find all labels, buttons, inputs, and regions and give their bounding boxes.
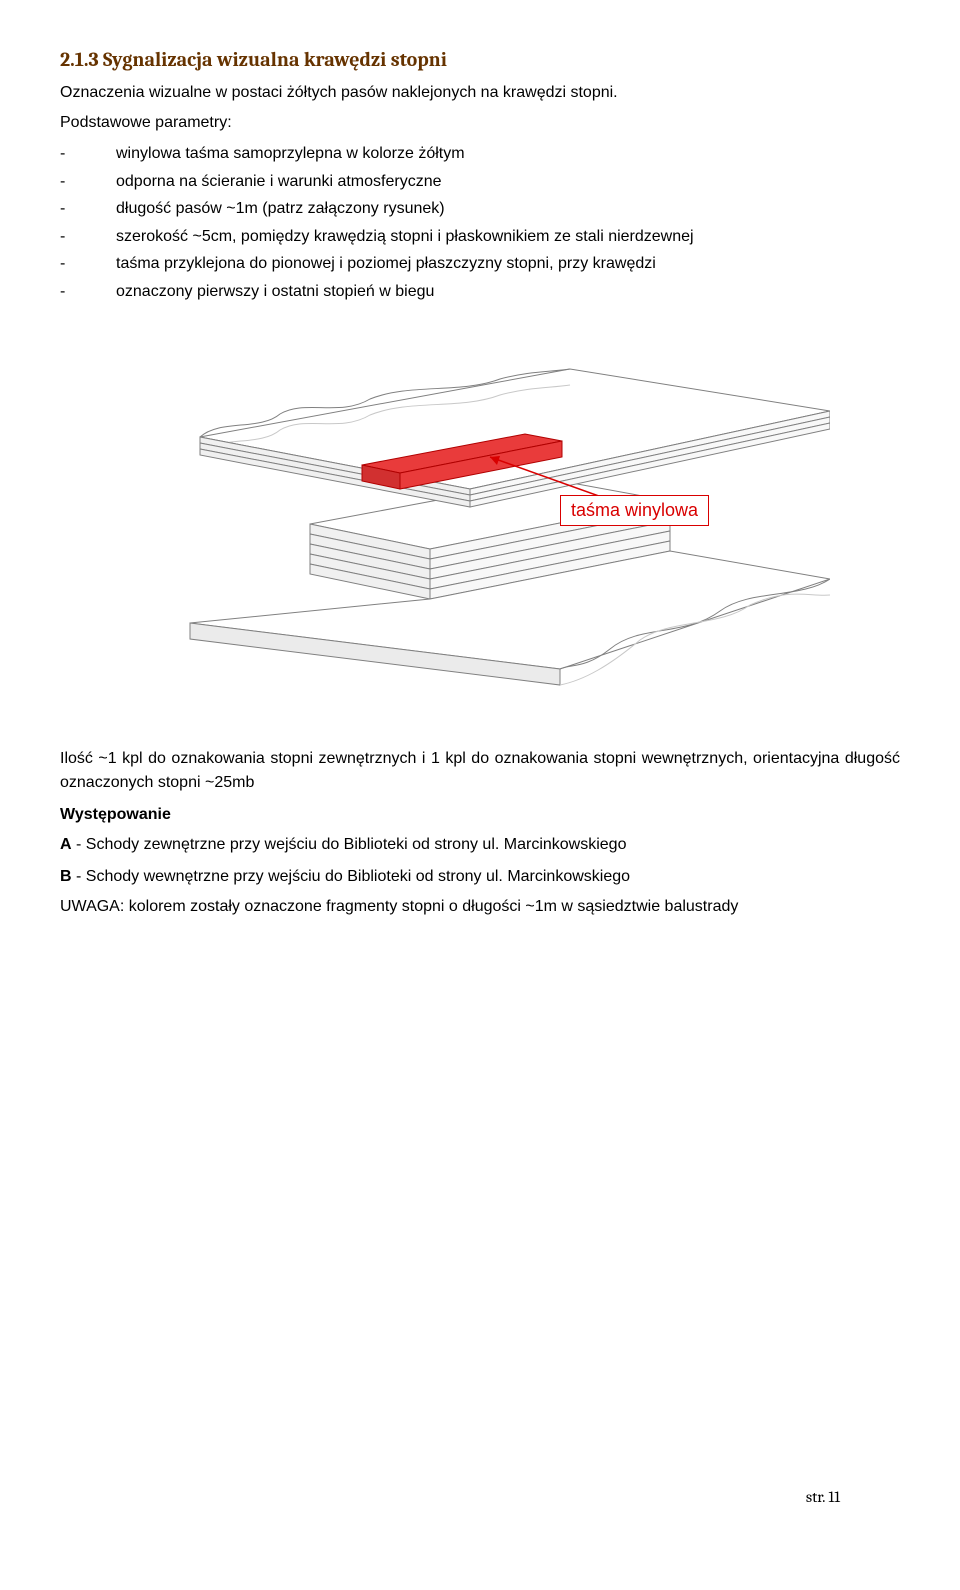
occurrence-text: - Schody zewnętrzne przy wejściu do Bibl… bbox=[72, 836, 627, 853]
intro-text: Oznaczenia wizualne w postaci żółtych pa… bbox=[60, 81, 900, 105]
list-dash: - bbox=[60, 141, 116, 167]
list-text: taśma przyklejona do pionowej i poziomej… bbox=[116, 251, 900, 277]
occurrence-line-a: A - Schody zewnętrzne przy wejściu do Bi… bbox=[60, 832, 900, 858]
list-item: - winylowa taśma samoprzylepna w kolorze… bbox=[60, 141, 900, 167]
list-dash: - bbox=[60, 279, 116, 305]
list-item: - taśma przyklejona do pionowej i poziom… bbox=[60, 251, 900, 277]
stair-diagram bbox=[130, 339, 830, 719]
page-number: str. 11 bbox=[806, 1488, 840, 1506]
occurrence-letter: A bbox=[60, 836, 72, 853]
params-label: Podstawowe parametry: bbox=[60, 111, 900, 135]
diagram-container: taśma winylowa bbox=[60, 339, 900, 719]
list-item: - oznaczony pierwszy i ostatni stopień w… bbox=[60, 279, 900, 305]
list-dash: - bbox=[60, 169, 116, 195]
list-item: - szerokość ~5cm, pomiędzy krawędzią sto… bbox=[60, 224, 900, 250]
list-dash: - bbox=[60, 251, 116, 277]
list-text: oznaczony pierwszy i ostatni stopień w b… bbox=[116, 279, 900, 305]
list-text: winylowa taśma samoprzylepna w kolorze ż… bbox=[116, 141, 900, 167]
list-dash: - bbox=[60, 224, 116, 250]
occurrence-text: - Schody wewnętrzne przy wejściu do Bibl… bbox=[72, 868, 630, 885]
list-text: odporna na ścieranie i warunki atmosfery… bbox=[116, 169, 900, 195]
note-text: UWAGA: kolorem zostały oznaczone fragmen… bbox=[60, 895, 900, 920]
occurrence-line-b: B - Schody wewnętrzne przy wejściu do Bi… bbox=[60, 864, 900, 890]
occurrence-letter: B bbox=[60, 868, 72, 885]
params-list: - winylowa taśma samoprzylepna w kolorze… bbox=[60, 141, 900, 305]
list-item: - odporna na ścieranie i warunki atmosfe… bbox=[60, 169, 900, 195]
section-heading: 2.1.3 Sygnalizacja wizualna krawędzi sto… bbox=[60, 48, 900, 71]
occurrence-heading: Występowanie bbox=[60, 806, 900, 824]
quantity-text: Ilość ~1 kpl do oznakowania stopni zewnę… bbox=[60, 747, 900, 797]
list-text: długość pasów ~1m (patrz załączony rysun… bbox=[116, 196, 900, 222]
list-item: - długość pasów ~1m (patrz załączony rys… bbox=[60, 196, 900, 222]
callout-label: taśma winylowa bbox=[560, 495, 709, 526]
list-text: szerokość ~5cm, pomiędzy krawędzią stopn… bbox=[116, 224, 900, 250]
list-dash: - bbox=[60, 196, 116, 222]
